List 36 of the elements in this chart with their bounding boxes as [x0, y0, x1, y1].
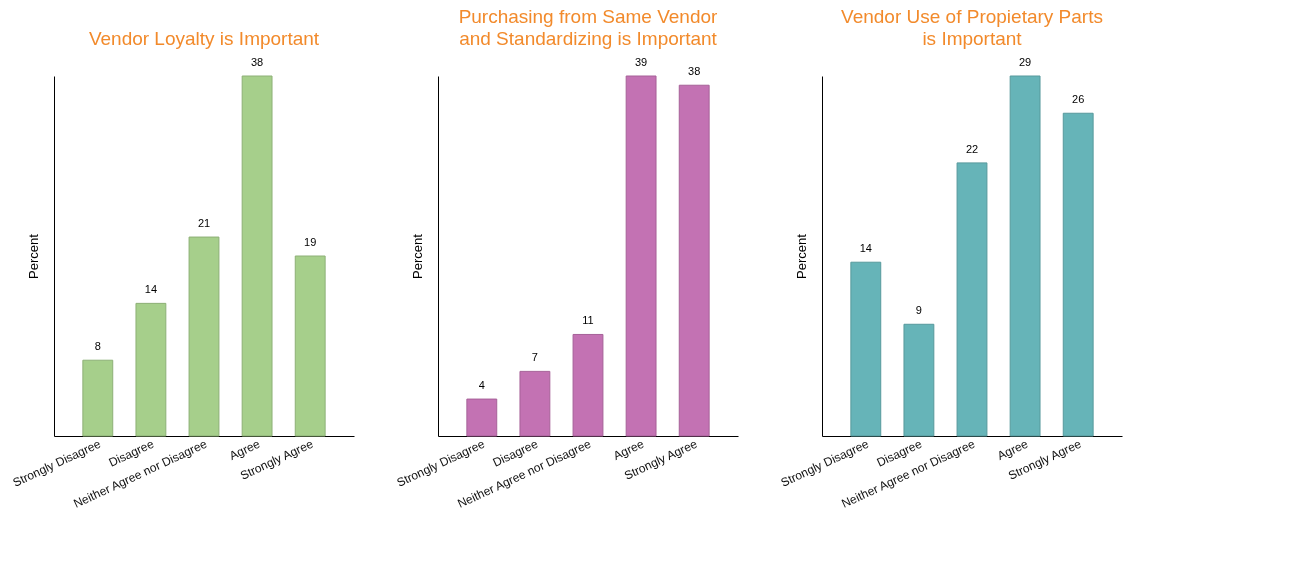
- bar: [188, 236, 220, 437]
- data-label: 22: [965, 142, 979, 155]
- bar: [956, 162, 988, 437]
- data-label: 38: [250, 56, 264, 68]
- chart-title: Purchasing from Same Vendor and Standardizing is Important: [458, 6, 719, 49]
- data-label: 8: [94, 340, 101, 353]
- bar: [241, 75, 273, 437]
- bar: [466, 398, 498, 437]
- data-label: 11: [582, 314, 594, 327]
- data-label: 14: [859, 242, 872, 255]
- bar: [294, 255, 326, 437]
- data-label: 39: [634, 56, 648, 68]
- bar: [82, 359, 114, 437]
- bar: [572, 333, 604, 437]
- data-label: 14: [144, 283, 158, 296]
- bar: [903, 323, 935, 437]
- bar: [519, 370, 551, 437]
- data-label: 19: [304, 236, 317, 248]
- y-axis-title: Percent: [25, 233, 41, 279]
- bar: [1009, 75, 1041, 437]
- chart-title: Vendor Use of Propietary Parts is Important: [841, 6, 1103, 49]
- data-label: 29: [1018, 56, 1032, 68]
- data-label: 26: [1072, 93, 1085, 106]
- bar: [1062, 112, 1094, 437]
- y-axis-title: Percent: [793, 233, 809, 279]
- data-label: 9: [915, 304, 922, 317]
- data-label: 38: [688, 65, 701, 78]
- data-label: 21: [197, 217, 211, 230]
- bar: [850, 261, 882, 437]
- data-label: 7: [531, 351, 538, 364]
- bar: [678, 84, 710, 437]
- chart-title: Vendor Loyalty is Important: [88, 28, 320, 49]
- bar: [135, 302, 167, 437]
- y-axis-title: Percent: [409, 233, 425, 279]
- data-label: 4: [478, 379, 485, 392]
- bar: [625, 75, 657, 437]
